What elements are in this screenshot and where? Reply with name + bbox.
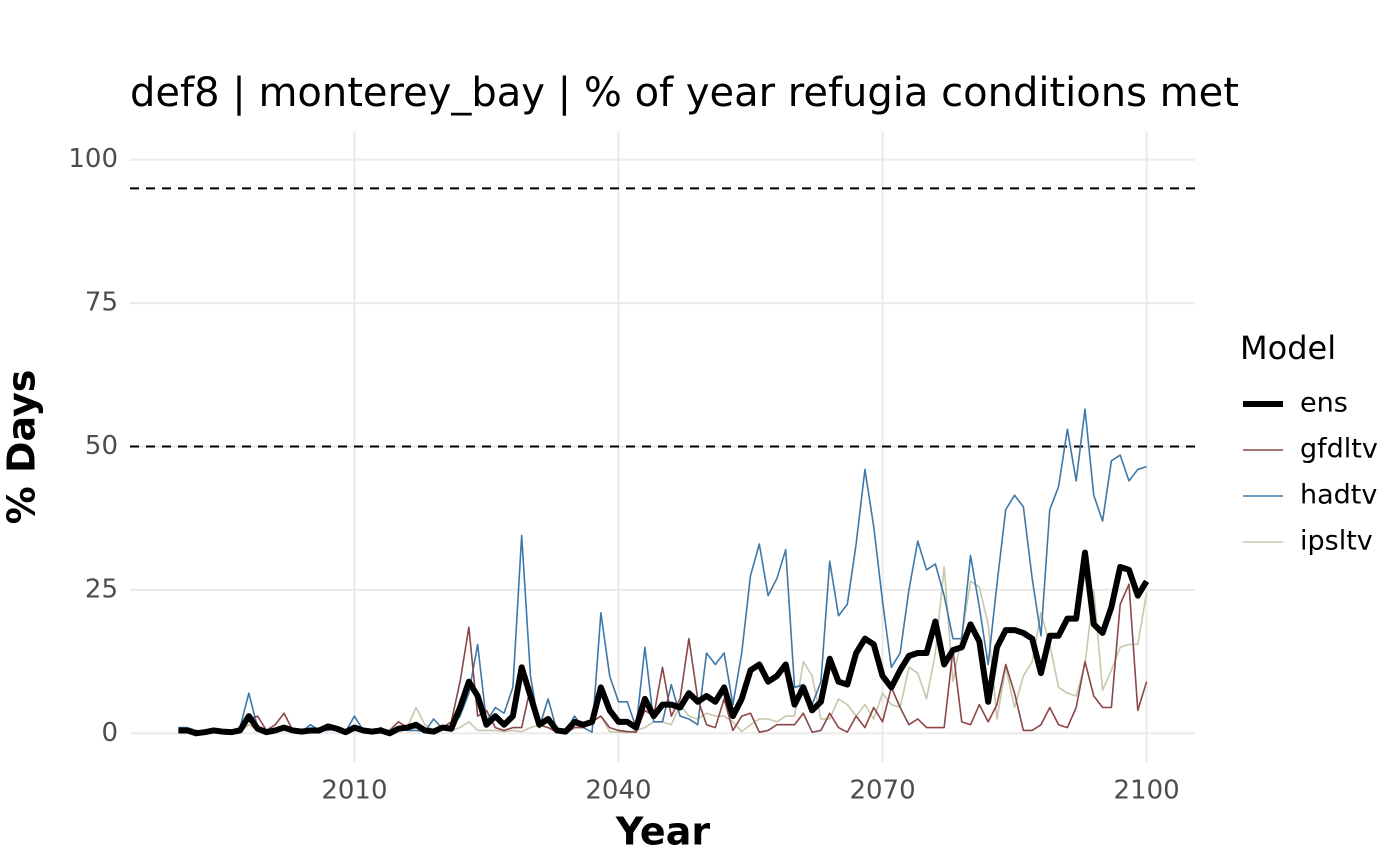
legend-label: gfdltv xyxy=(1300,434,1378,465)
legend-label: ipsltv xyxy=(1300,526,1373,557)
legend-label: ens xyxy=(1300,388,1348,419)
x-axis-label: Year xyxy=(615,810,710,854)
series-line xyxy=(178,583,1148,735)
y-tick-label: 100 xyxy=(68,144,118,174)
x-tick-label: 2040 xyxy=(585,776,651,806)
x-tick-label: 2070 xyxy=(849,776,915,806)
y-axis-label: % Days xyxy=(0,370,44,525)
legend-title: Model xyxy=(1240,329,1336,367)
legend-label: hadtv xyxy=(1300,480,1377,511)
y-tick-label: 75 xyxy=(85,288,118,318)
x-tick-label: 2100 xyxy=(1114,776,1180,806)
y-tick-label: 25 xyxy=(85,574,118,604)
x-tick-label: 2010 xyxy=(321,776,387,806)
chart-title: def8 | monterey_bay | % of year refugia … xyxy=(130,70,1239,116)
y-tick-label: 0 xyxy=(101,718,118,748)
y-tick-label: 50 xyxy=(85,431,118,461)
series-line xyxy=(178,549,1150,737)
